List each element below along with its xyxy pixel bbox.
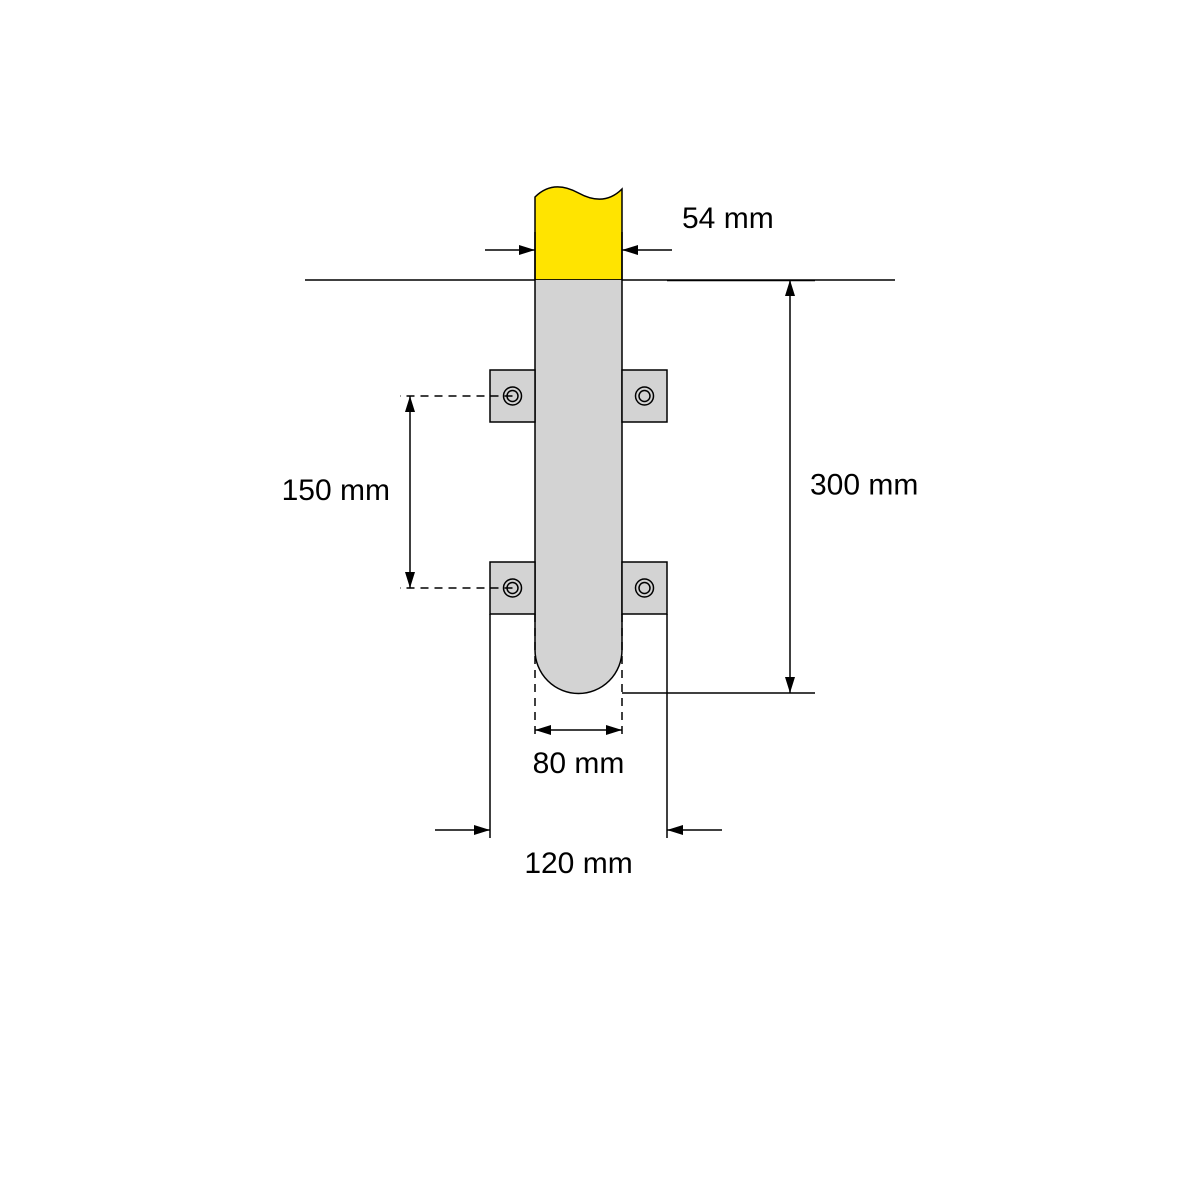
dimension-diagram: 54 mm 300 mm 150 mm 80 mm 120 mm: [0, 0, 1200, 1200]
post-above-ground: [535, 187, 622, 280]
dim-54-label: 54 mm: [682, 202, 774, 235]
bracket-top-right: [622, 370, 667, 422]
dim-80-label: 80 mm: [533, 747, 625, 780]
dim-150-label: 150 mm: [282, 474, 390, 507]
bracket-bottom-right: [622, 562, 667, 614]
dim-300-label: 300 mm: [810, 468, 918, 501]
post-body: [535, 280, 622, 694]
dim-120-label: 120 mm: [524, 847, 632, 880]
